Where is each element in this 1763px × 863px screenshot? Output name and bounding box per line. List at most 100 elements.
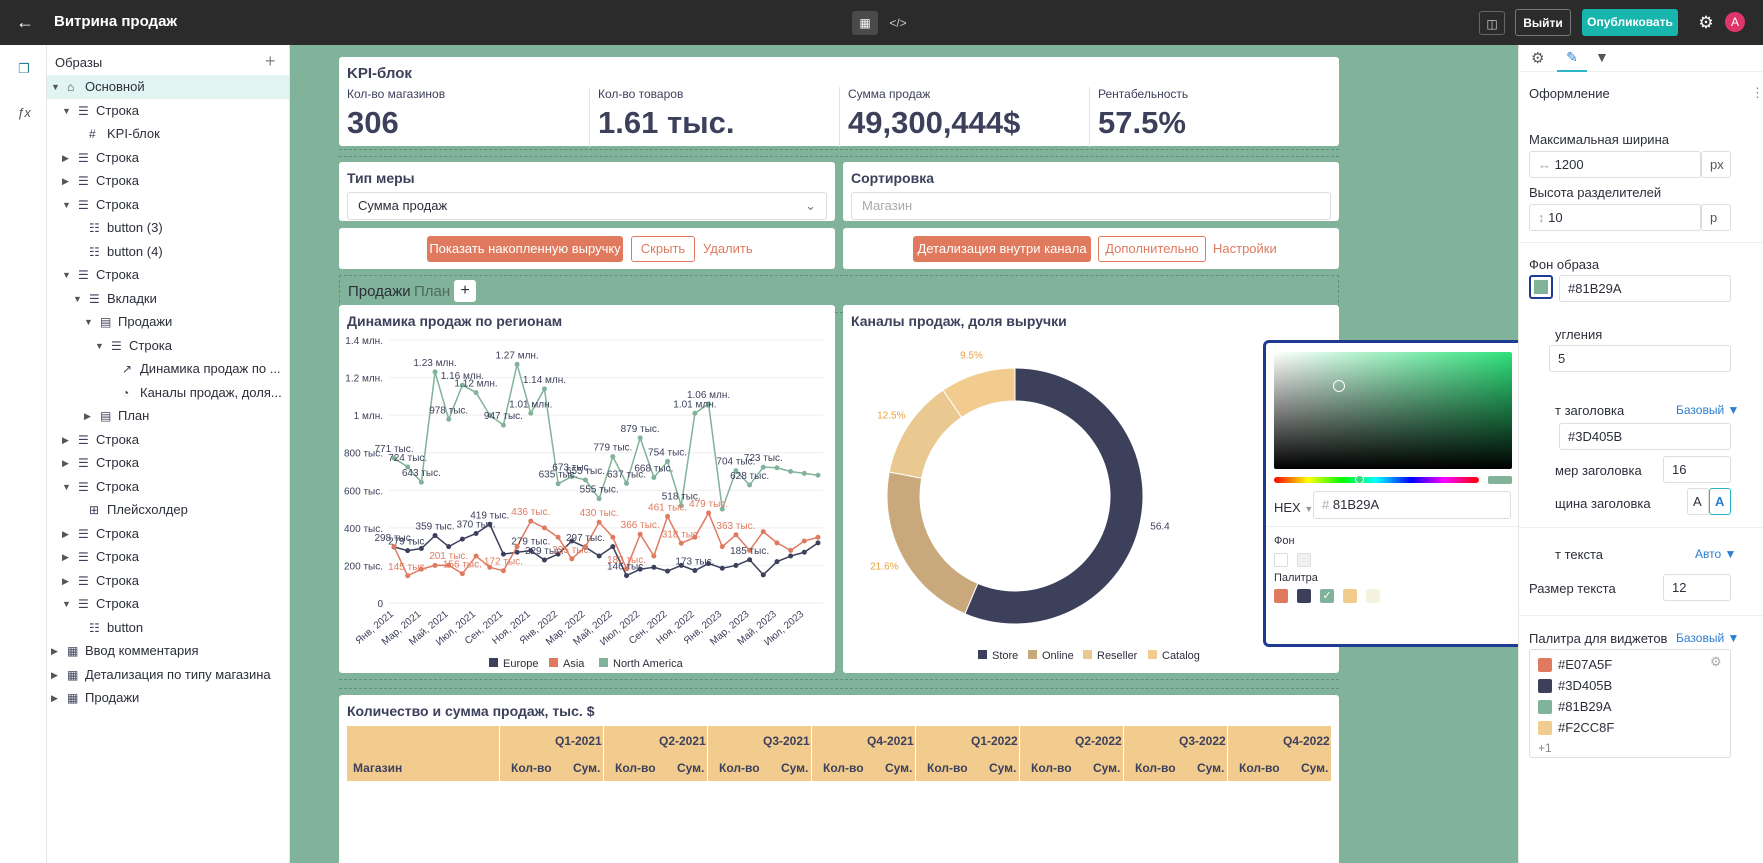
caret-down-icon[interactable]: ▼ — [62, 599, 71, 609]
caret-right-icon[interactable]: ▶ — [51, 669, 58, 680]
filter-icon[interactable]: ▼ — [1595, 49, 1609, 65]
caret-right-icon[interactable]: ▶ — [62, 176, 69, 186]
back-arrow-icon[interactable]: ← — [16, 12, 34, 32]
color-mode-select[interactable]: HEX ▼ — [1274, 500, 1314, 515]
caret-down-icon[interactable]: ▼ — [73, 293, 82, 304]
tree-node[interactable]: ◔ Каналы продаж, доля... — [47, 381, 289, 405]
bg-color-input[interactable]: #81B29A — [1559, 275, 1731, 302]
max-width-unit[interactable]: px — [1701, 151, 1731, 178]
tree-node[interactable]: ▶ ☰ Строка — [47, 522, 289, 546]
caret-down-icon[interactable]: ▼ — [62, 270, 71, 280]
palette-chip[interactable] — [1366, 589, 1380, 603]
caret-down-icon[interactable]: ▼ — [84, 317, 93, 327]
tree-node[interactable]: ▶ ☰ Строка — [47, 146, 289, 170]
tree-node[interactable]: ▼ ☰ Строка — [47, 193, 289, 217]
tree-node[interactable]: ▼ ☰ Вкладки — [47, 287, 289, 311]
caret-down-icon[interactable]: ▼ — [51, 82, 60, 92]
sep-height-input[interactable]: ↕ 10 — [1529, 204, 1701, 231]
rounding-input[interactable]: 5 — [1549, 345, 1731, 372]
bg-chip-white[interactable] — [1274, 553, 1288, 567]
palette-mode[interactable]: Базовый ▼ — [1676, 631, 1740, 645]
tree-node[interactable]: ▼ ☰ Строка — [47, 592, 289, 616]
brush-icon[interactable]: ✎ — [1557, 45, 1587, 72]
saturation-area[interactable] — [1274, 352, 1512, 469]
max-width-input[interactable]: ↔ 1200 — [1529, 151, 1701, 178]
show-cumulative-button[interactable]: Показать накопленную выручку — [427, 236, 623, 262]
row-separator[interactable] — [339, 679, 1339, 689]
caret-right-icon[interactable]: ▶ — [62, 152, 69, 163]
weight-normal-button[interactable]: A — [1687, 488, 1709, 515]
weight-bold-button[interactable]: A — [1709, 488, 1731, 515]
palette-swatch[interactable] — [1538, 679, 1552, 693]
tree-node[interactable]: ▼ ☰ Строка — [47, 263, 289, 287]
caret-right-icon[interactable]: ▶ — [62, 434, 69, 445]
tree-node[interactable]: ☷ button (4) — [47, 240, 289, 264]
palette-swatch[interactable] — [1538, 700, 1552, 714]
palette-list[interactable]: #E07A5F #3D405B #81B29A #F2CC8F +1 ⚙ — [1529, 649, 1731, 758]
tree-node[interactable]: ▼ ☰ Строка — [47, 475, 289, 499]
delete-link[interactable]: Удалить — [703, 241, 753, 256]
text-color-mode[interactable]: Авто ▼ — [1695, 547, 1737, 561]
tree-node[interactable]: ☷ button (3) — [47, 216, 289, 240]
formula-icon[interactable]: ƒx — [17, 105, 31, 120]
caret-right-icon[interactable]: ▶ — [62, 552, 69, 562]
code-view-icon[interactable]: </> — [889, 16, 907, 30]
publish-button[interactable]: Опубликовать — [1582, 9, 1678, 36]
palette-swatch[interactable] — [1538, 721, 1552, 735]
tree-node[interactable]: ▶ ▤ План — [47, 404, 289, 428]
tree-node[interactable]: # KPI-блок — [47, 122, 289, 146]
bg-chip-gray[interactable] — [1297, 553, 1311, 567]
avatar[interactable]: А — [1725, 12, 1745, 32]
title-color-input[interactable]: #3D405B — [1559, 423, 1731, 450]
tree-node[interactable]: ▼ ▤ Продажи — [47, 310, 289, 334]
channel-detail-button[interactable]: Детализация внутри канала — [913, 236, 1091, 262]
caret-right-icon[interactable]: ▶ — [62, 575, 69, 586]
palette-chip[interactable] — [1297, 589, 1311, 603]
tree-node[interactable]: ▶ ☰ Строка — [47, 428, 289, 452]
tab-sales[interactable]: Продажи — [348, 283, 411, 300]
tree-node[interactable]: ▼ ☰ Строка — [47, 334, 289, 358]
more-icon[interactable]: ⋮ — [1751, 85, 1763, 100]
bg-color-swatch[interactable] — [1529, 275, 1553, 299]
tab-plan[interactable]: План — [414, 283, 451, 300]
palette-settings-icon[interactable]: ⚙ — [1710, 654, 1722, 669]
caret-right-icon[interactable]: ▶ — [51, 646, 58, 656]
hex-input[interactable]: # 81B29A — [1313, 491, 1511, 519]
hue-slider[interactable] — [1274, 477, 1479, 483]
palette-more[interactable]: +1 — [1538, 741, 1552, 755]
settings-gear-icon[interactable]: ⚙ — [1531, 50, 1545, 67]
layout-view-icon[interactable]: ▦ — [852, 11, 878, 35]
tree-node[interactable]: ▶ ☰ Строка — [47, 545, 289, 569]
tree-node[interactable]: ▶ ☰ Строка — [47, 169, 289, 193]
caret-down-icon[interactable]: ▼ — [95, 340, 104, 351]
caret-right-icon[interactable]: ▶ — [62, 458, 69, 468]
tree-node[interactable]: ▶ ▦ Ввод комментария — [47, 639, 289, 663]
donut-chart-widget[interactable]: Каналы продаж, доля выручки 56.4 21.6% 12.… — [843, 305, 1339, 673]
sep-height-unit[interactable]: p — [1701, 204, 1731, 231]
add-tab-button[interactable]: + — [454, 280, 476, 302]
tree-node[interactable]: ▶ ▦ Детализация по типу магазина — [47, 663, 289, 687]
table-widget[interactable]: Количество и сумма продаж, тыс. $ Q1-202… — [339, 695, 1339, 863]
tree-node[interactable]: ▼ ⌂ Основной — [47, 75, 289, 99]
pages-icon[interactable]: ❐ — [18, 61, 30, 76]
tree-node[interactable]: ☷ button — [47, 616, 289, 640]
title-size-input[interactable]: 16 — [1663, 456, 1731, 483]
caret-right-icon[interactable]: ▶ — [51, 693, 58, 703]
caret-down-icon[interactable]: ▼ — [62, 481, 71, 492]
palette-chip[interactable] — [1343, 589, 1357, 603]
tree-node[interactable]: ▶ ☰ Строка — [47, 569, 289, 593]
tree-node[interactable]: ▶ ▦ Продажи — [47, 686, 289, 710]
saturation-handle[interactable] — [1333, 380, 1345, 392]
hide-button[interactable]: Скрыть — [631, 236, 695, 262]
gear-icon[interactable]: ⚙ — [1698, 13, 1714, 32]
tree-node[interactable]: ▼ ☰ Строка — [47, 99, 289, 123]
kpi-widget[interactable]: KPI-блок Кол-во магазинов 306 Кол-во тов… — [339, 57, 1339, 147]
structure-icon[interactable]: ◫ — [1479, 11, 1505, 35]
caret-right-icon[interactable]: ▶ — [62, 528, 69, 539]
hue-handle[interactable] — [1355, 475, 1364, 484]
palette-chip[interactable]: ✓ — [1320, 589, 1334, 603]
caret-right-icon[interactable]: ▶ — [84, 411, 91, 421]
tree-node[interactable]: ▶ ☰ Строка — [47, 451, 289, 475]
tree-node[interactable]: ⊞ Плейсхолдер — [47, 498, 289, 522]
measure-select[interactable]: Сумма продаж ⌄ — [347, 192, 827, 220]
